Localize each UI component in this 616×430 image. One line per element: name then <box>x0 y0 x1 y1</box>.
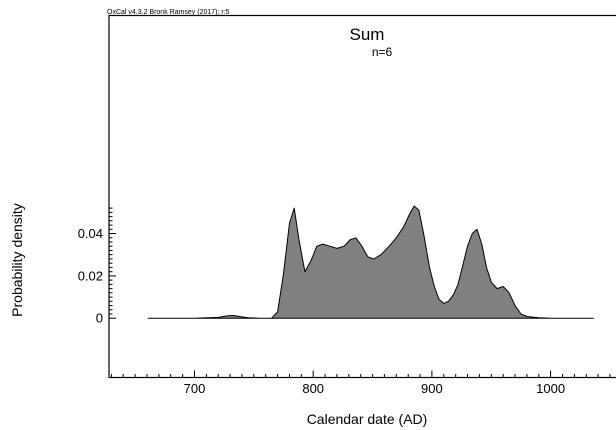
y-axis-label: Probability density <box>9 203 25 317</box>
y-axis: 0 0.02 0.04 <box>78 207 116 326</box>
x-tick-label: 800 <box>302 381 324 396</box>
x-tick-label: 700 <box>184 381 206 396</box>
plot-frame <box>108 14 616 379</box>
version-note: OxCal v4.3.2 Bronk Ramsey (2017); r:5 <box>107 9 230 16</box>
y-tick-label: 0.02 <box>78 268 103 283</box>
chart-title: Sum <box>350 25 385 44</box>
x-axis-label: Calendar date (AD) <box>307 411 428 427</box>
plot-area <box>147 205 594 319</box>
x-axis: 700 800 900 1000 <box>110 370 611 396</box>
x-tick-label: 900 <box>421 381 443 396</box>
chart-subtitle: n=6 <box>372 45 393 59</box>
y-tick-label: 0.04 <box>78 226 103 241</box>
x-tick-label: 1000 <box>536 381 565 396</box>
density-area-0 <box>147 205 594 319</box>
y-tick-label: 0 <box>96 311 103 326</box>
